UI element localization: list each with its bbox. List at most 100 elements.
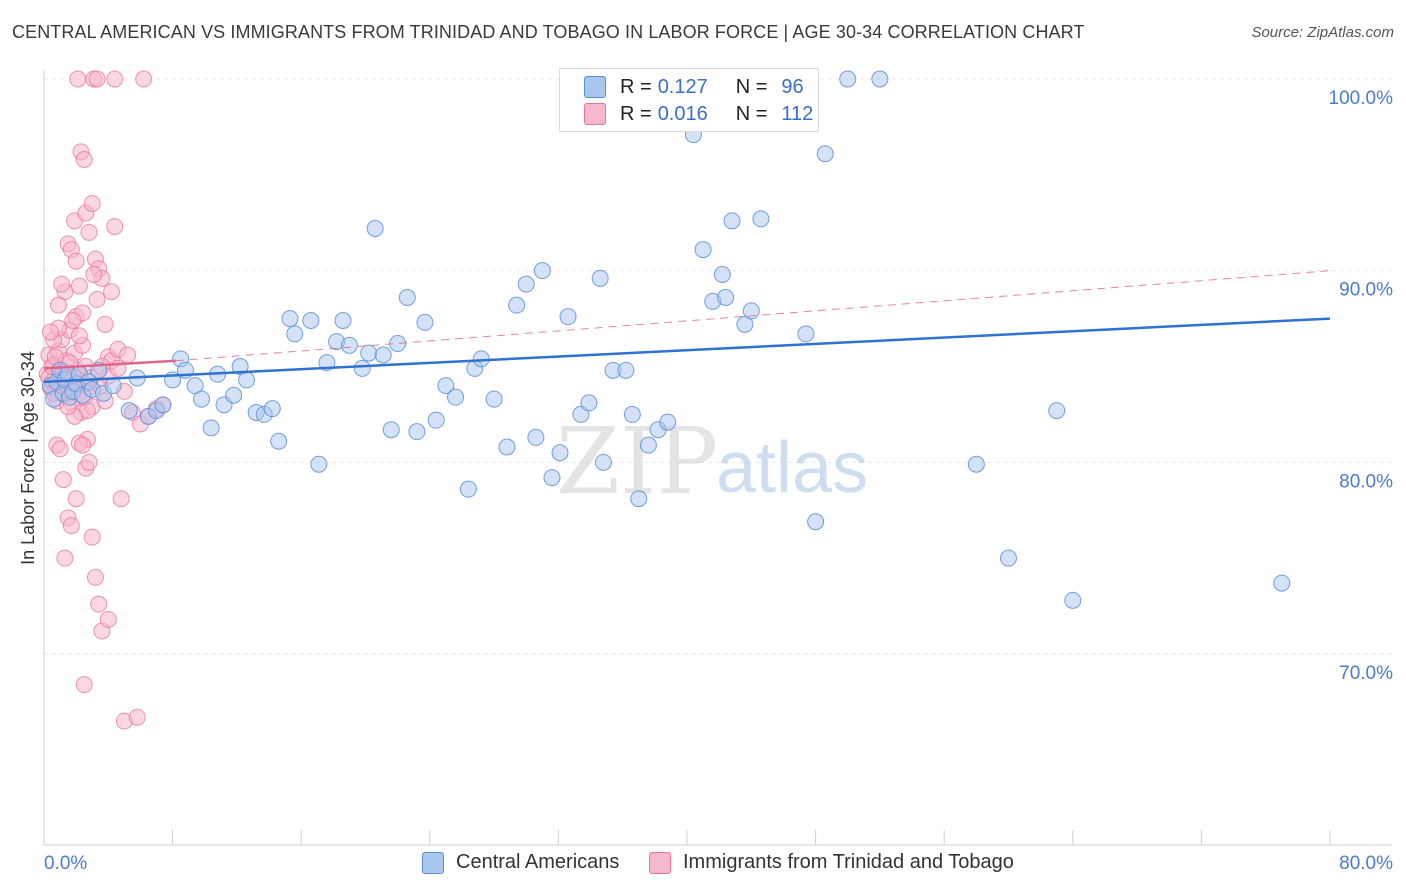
blue-trend-line <box>43 317 1331 384</box>
blue-point <box>559 308 577 326</box>
blue-point <box>839 70 857 88</box>
chart-title: CENTRAL AMERICAN VS IMMIGRANTS FROM TRIN… <box>12 22 1085 42</box>
axis-labels: 70.0% 80.0% 90.0% 100.0% 0.0% 80.0% <box>44 88 1393 874</box>
blue-point <box>360 344 378 362</box>
y-tick-label: 70.0% <box>1339 663 1393 684</box>
pink-n-value: 112 <box>781 102 814 125</box>
blue-point <box>517 275 535 293</box>
y-tick-label: 100.0% <box>1329 88 1394 109</box>
pink-point <box>64 312 82 329</box>
blue-point <box>302 312 320 329</box>
blue-point <box>374 346 392 364</box>
pink-point <box>112 490 130 508</box>
blue-point <box>263 400 281 418</box>
legend-item-trinidad-tobago[interactable]: Immigrants from Trinidad and Tobago <box>649 851 1014 874</box>
blue-point <box>717 289 735 306</box>
blue-point <box>485 390 503 408</box>
blue-point <box>437 377 455 395</box>
pink-swatch <box>584 103 606 125</box>
blue-point <box>225 386 243 404</box>
blue-point <box>498 438 516 456</box>
pink-point <box>70 327 88 345</box>
blue-point <box>1064 591 1082 609</box>
blue-point <box>508 296 526 314</box>
x-tick-label: 0.0% <box>44 853 87 874</box>
blue-point <box>1000 549 1017 567</box>
pink-trend-line <box>43 359 176 370</box>
blue-point <box>1273 574 1291 592</box>
pink-point <box>41 323 59 341</box>
blue-point <box>594 453 612 471</box>
blue-point <box>408 423 426 441</box>
y-tick-label: 90.0% <box>1339 280 1393 301</box>
blue-point <box>447 388 465 406</box>
pink-point <box>90 595 108 613</box>
central-americans-swatch <box>422 851 444 874</box>
blue-point <box>713 266 731 283</box>
blue-n-label: N = <box>735 75 768 98</box>
blue-point <box>104 377 122 395</box>
pink-point <box>103 283 121 301</box>
blue-point <box>639 436 657 454</box>
blue-point <box>286 325 304 343</box>
pink-point <box>75 676 93 694</box>
blue-point <box>723 212 741 230</box>
pink-point <box>83 528 101 546</box>
legend-row-pink: R = 0.016 N = 112 <box>584 101 813 127</box>
pink-point <box>74 436 92 454</box>
legend-row-blue: R = 0.127 N = 96 <box>584 74 804 100</box>
blue-point <box>752 210 770 228</box>
pink-point <box>80 223 98 241</box>
trend-lines <box>43 270 1331 384</box>
pink-point <box>53 275 71 293</box>
x-tick-label: 80.0% <box>1339 853 1393 874</box>
pink-point <box>80 453 98 471</box>
blue-point <box>310 455 328 473</box>
pink-point <box>51 440 69 458</box>
blue-point <box>543 469 561 487</box>
pink-point <box>70 277 88 295</box>
blue-series <box>41 70 1291 609</box>
pink-r-label: R = <box>620 102 652 125</box>
blue-point <box>742 302 760 320</box>
pink-point <box>96 315 114 333</box>
pink-point <box>106 218 124 236</box>
blue-point <box>623 405 641 423</box>
blue-point <box>797 325 815 343</box>
pink-point <box>88 70 106 88</box>
pink-point <box>83 195 101 213</box>
blue-point <box>630 490 648 508</box>
blue-point <box>389 335 407 352</box>
blue-point <box>591 269 609 287</box>
trinidad-tobago-label: Immigrants from Trinidad and Tobago <box>683 851 1014 873</box>
blue-n-value: 96 <box>781 75 804 98</box>
pink-point <box>75 151 93 168</box>
pink-point <box>69 70 87 88</box>
blue-point <box>353 359 371 377</box>
pink-trend-line-dashed <box>175 270 1331 362</box>
blue-point <box>871 70 889 88</box>
legend-item-central-americans[interactable]: Central Americans <box>422 851 619 874</box>
pink-point <box>99 611 117 628</box>
blue-point <box>694 241 712 259</box>
pink-point <box>67 252 85 270</box>
blue-point <box>659 413 677 431</box>
blue-point <box>580 394 598 412</box>
blue-point <box>459 480 477 498</box>
series-legend: Central Americans Immigrants from Trinid… <box>0 851 1406 879</box>
axes <box>43 70 1392 846</box>
blue-point <box>807 513 825 531</box>
blue-point <box>527 428 545 446</box>
pink-point <box>88 290 106 308</box>
blue-point <box>398 289 416 306</box>
blue-point <box>572 405 590 423</box>
pink-point <box>119 346 137 364</box>
watermark-atlas: atlas <box>716 428 868 508</box>
blue-point <box>334 312 352 329</box>
blue-point <box>967 455 985 473</box>
blue-point <box>154 396 172 414</box>
blue-point <box>281 310 299 328</box>
blue-point <box>120 402 138 420</box>
source-label: Source: ZipAtlas.com <box>1251 24 1394 41</box>
